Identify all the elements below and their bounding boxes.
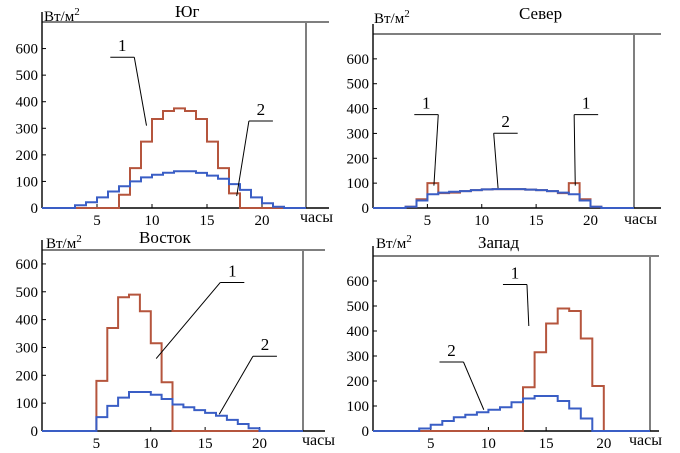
y-tick-label: 500	[16, 68, 39, 84]
y-tick-label: 0	[362, 201, 370, 217]
y-axis-label: Вт/м2	[374, 8, 410, 27]
annotation-leader	[155, 282, 221, 359]
y-tick-label: 100	[347, 176, 370, 192]
y-tick-label: 300	[347, 126, 370, 142]
x-tick-label: 10	[474, 213, 489, 229]
series-marker-label: 2	[261, 335, 270, 354]
annotation-leader	[463, 361, 485, 410]
x-tick-label: 15	[539, 436, 554, 452]
y-tick-label: 0	[31, 201, 39, 217]
y-tick-label: 100	[16, 396, 39, 412]
y-tick-label: 0	[362, 424, 370, 440]
y-tick-label: 0	[31, 424, 39, 440]
chart-title: Запад	[478, 233, 519, 252]
annotation-leader	[433, 114, 439, 186]
y-tick-label: 400	[347, 324, 370, 340]
series-marker-label: 1	[422, 94, 431, 113]
x-tick-label: 15	[200, 213, 215, 229]
y-tick-label: 200	[16, 368, 39, 384]
series-1-line	[373, 307, 650, 432]
x-tick-label: 10	[481, 436, 496, 452]
series-marker-label: 1	[582, 94, 591, 113]
x-tick-label: 10	[143, 436, 158, 452]
x-tick-label: 15	[529, 213, 544, 229]
x-tick-label: 20	[252, 436, 267, 452]
chart-panel-3: 0 100 200 300 400 500 600 5 10 15 20 Вт/м2 Восток час…	[16, 228, 336, 452]
y-tick-label: 400	[16, 313, 39, 329]
x-tick-label: 5	[93, 213, 101, 229]
annotation-leader	[133, 57, 147, 126]
x-axis-label: часы	[629, 432, 662, 449]
series-marker-label: 2	[501, 112, 510, 131]
series-marker-label: 1	[511, 264, 520, 283]
y-axis-label: Вт/м2	[46, 233, 82, 252]
y-tick-label: 500	[16, 285, 39, 301]
x-tick-label: 5	[424, 213, 432, 229]
x-tick-label: 5	[427, 436, 435, 452]
annotation-leader	[236, 120, 250, 197]
chart-panel-4: 0 100 200 300 400 500 600 5 10 15 20 Вт/м2 Запад часы…	[347, 233, 663, 452]
series-1-line	[373, 182, 634, 209]
chart-title: Восток	[139, 228, 192, 247]
y-tick-label: 600	[16, 42, 39, 58]
series-marker-label: 1	[228, 261, 237, 280]
series-2-line	[373, 188, 634, 209]
series-2-line	[42, 391, 303, 432]
y-tick-label: 500	[347, 299, 370, 315]
y-tick-label: 200	[16, 148, 39, 164]
series-2-line	[373, 395, 650, 432]
y-tick-label: 200	[347, 151, 370, 167]
x-tick-label: 10	[145, 213, 160, 229]
y-tick-label: 500	[347, 77, 370, 93]
chart-panel-1: 0 100 200 300 400 500 600 5 10 15 20 Вт/м2 Юг часы 1 2	[16, 2, 334, 229]
annotation-leader	[218, 355, 254, 415]
y-tick-label: 300	[16, 121, 39, 137]
series-marker-label: 2	[447, 341, 456, 360]
y-tick-label: 300	[16, 340, 39, 356]
annotation-leader	[526, 284, 530, 327]
x-tick-label: 5	[93, 436, 101, 452]
series-marker-label: 1	[118, 36, 127, 55]
x-axis-label: часы	[300, 209, 333, 226]
y-axis-label: Вт/м2	[44, 6, 80, 25]
x-tick-label: 20	[596, 436, 611, 452]
x-axis-label: часы	[302, 432, 335, 449]
y-tick-label: 300	[347, 349, 370, 365]
chart-panel-2: 0 100 200 300 400 500 600 5 10 15 20 Вт/м2 Север часы…	[347, 4, 661, 229]
annotation-leader	[573, 114, 576, 186]
chart-title: Юг	[175, 2, 199, 21]
annotation-leader	[493, 133, 499, 189]
series-2-line	[42, 170, 306, 209]
y-tick-label: 100	[16, 174, 39, 190]
x-tick-label: 20	[255, 213, 270, 229]
series-1-line	[42, 293, 303, 432]
y-tick-label: 600	[347, 274, 370, 290]
x-tick-label: 15	[198, 436, 213, 452]
chart-title: Север	[519, 4, 562, 23]
series-marker-label: 2	[257, 100, 266, 119]
x-axis-label: часы	[624, 211, 657, 228]
y-tick-label: 100	[347, 399, 370, 415]
y-tick-label: 400	[16, 95, 39, 111]
y-tick-label: 400	[347, 102, 370, 118]
y-axis-label: Вт/м2	[376, 233, 412, 252]
x-tick-label: 20	[583, 213, 598, 229]
y-tick-label: 200	[347, 374, 370, 390]
y-tick-label: 600	[347, 52, 370, 68]
y-tick-label: 600	[16, 257, 39, 273]
series-1-line	[42, 107, 306, 209]
